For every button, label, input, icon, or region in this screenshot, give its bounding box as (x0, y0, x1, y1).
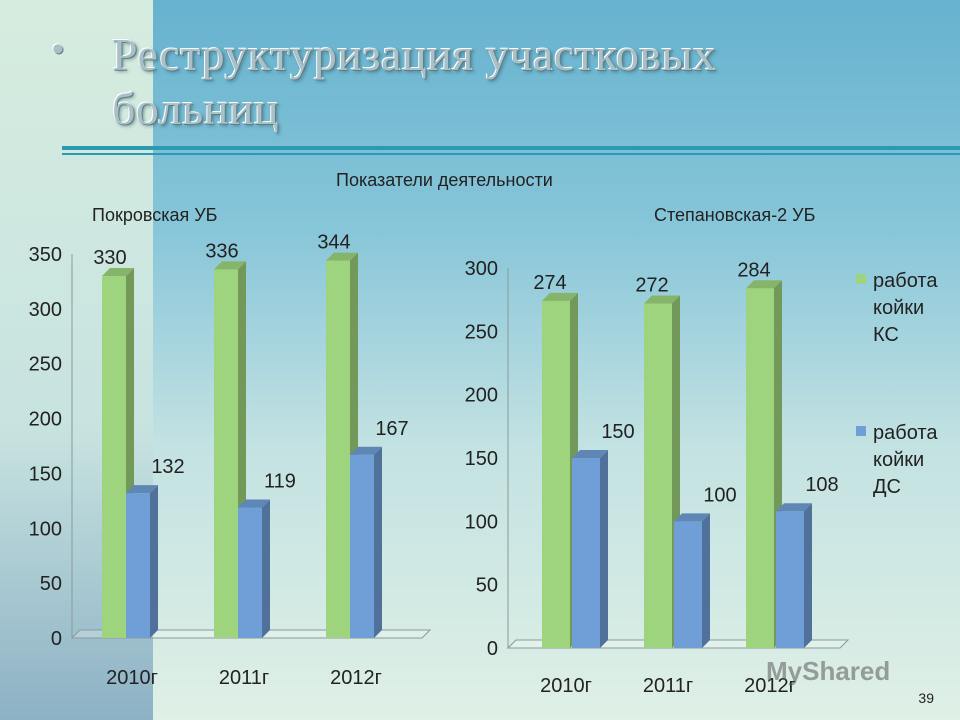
data-label: 344 (317, 232, 350, 254)
y-tick-label: 200 (29, 409, 62, 431)
data-label: 132 (151, 456, 184, 478)
bar-top-ks-2010г (102, 267, 134, 276)
legend-ds-line-3: ДС (873, 476, 901, 498)
bar-ks-2012г (746, 288, 774, 648)
bar-ks-2011г (214, 269, 238, 638)
bar-side-ds-2011г (262, 499, 270, 638)
legend-ds-line-2: койки (873, 449, 925, 471)
y-tick-label: 300 (465, 258, 498, 280)
data-label: 167 (375, 418, 408, 440)
bar-side-ds-2012г (374, 446, 382, 638)
slide-title-line-2: больниц (112, 83, 280, 134)
x-tick-label: 2011г (219, 667, 269, 689)
data-label: 274 (533, 272, 566, 294)
bar-side-ds-2011г (702, 513, 710, 648)
y-tick-label: 100 (465, 511, 498, 533)
x-tick-label: 2012г (330, 667, 382, 689)
slide-title-line-1: Реструктуризация участковых (112, 29, 717, 80)
bar-ds-2011г (238, 507, 262, 638)
bar-top-ds-2011г (238, 499, 270, 508)
chart-1-title: Покровская УБ (92, 205, 218, 225)
bar-side-ds-2010г (150, 485, 158, 638)
y-tick-label: 150 (29, 463, 62, 485)
bar-ks-2011г (644, 303, 672, 648)
data-label: 100 (703, 484, 736, 506)
bar-ds-2012г (776, 511, 804, 648)
x-tick-label: 2012г (744, 675, 796, 697)
bar-top-ks-2010г (542, 292, 578, 301)
bar-ds-2011г (674, 521, 702, 648)
bar-top-ds-2012г (350, 446, 382, 455)
bar-side-ds-2010г (600, 450, 608, 648)
y-tick-label: 150 (465, 448, 498, 470)
x-tick-label: 2010г (106, 667, 158, 689)
bar-top-ds-2010г (126, 485, 158, 494)
data-label: 284 (737, 259, 770, 281)
y-tick-label: 300 (29, 299, 62, 321)
y-tick-label: 50 (40, 573, 62, 595)
bar-ds-2012г (350, 454, 374, 638)
data-label: 150 (601, 421, 634, 443)
title-bullet: • (52, 30, 64, 68)
y-tick-label: 250 (29, 354, 62, 376)
bar-ks-2012г (326, 260, 350, 638)
legend-ks-line-3: КС (873, 324, 899, 346)
data-label: 272 (635, 274, 668, 296)
y-tick-label: 100 (29, 518, 62, 540)
legend-label-ks: работа койки КС (873, 268, 960, 349)
legend-swatch-ds (856, 426, 866, 436)
y-tick-label: 50 (476, 575, 498, 597)
watermark-text: MyShared (766, 656, 891, 686)
legend-ks-line-2: койки (873, 297, 925, 319)
chart-stepanovskaya: 0 50 100 150 200 250 300 274 150 2010г 272 100 2011г… (465, 258, 850, 697)
bar-ds-2010г (572, 458, 600, 648)
bar-top-ks-2012г (746, 280, 782, 289)
legend-ds-line-1: работа (873, 422, 938, 444)
bar-top-ds-2011г (674, 513, 710, 522)
legend-swatch-ks (856, 274, 866, 284)
bar-side-ds-2012г (804, 503, 812, 648)
bar-top-ds-2012г (776, 503, 812, 512)
y-tick-label: 350 (29, 244, 62, 266)
legend-ks-line-1: работа (873, 270, 938, 292)
data-label: 336 (205, 240, 238, 262)
data-label: 330 (93, 247, 126, 269)
y-tick-label: 0 (51, 628, 62, 650)
data-label: 108 (805, 474, 838, 496)
x-tick-label: 2011г (643, 675, 693, 697)
legend-label-ds: работа койки ДС (873, 420, 960, 501)
x-tick-label: 2010г (540, 675, 592, 697)
charts-subtitle: Показатели деятельности (336, 170, 553, 190)
y-tick-label: 0 (487, 638, 498, 660)
chart-2-title: Степановская-2 УБ (654, 205, 816, 225)
bar-ds-2010г (126, 493, 150, 638)
bar-top-ds-2010г (572, 450, 608, 458)
bar-top-ks-2012г (326, 252, 358, 261)
bar-ks-2010г (102, 275, 126, 638)
bar-top-ks-2011г (644, 295, 680, 304)
bar-top-ks-2011г (214, 261, 246, 270)
data-label: 119 (264, 470, 296, 492)
bar-ks-2010г (542, 300, 570, 648)
chart-pokrovskaya: 0 50 100 150 200 250 300 350 330 132 2010г 336 119 20… (29, 232, 432, 689)
y-tick-label: 250 (465, 321, 498, 343)
page-number: 39 (918, 690, 934, 706)
y-tick-label: 200 (465, 385, 498, 407)
